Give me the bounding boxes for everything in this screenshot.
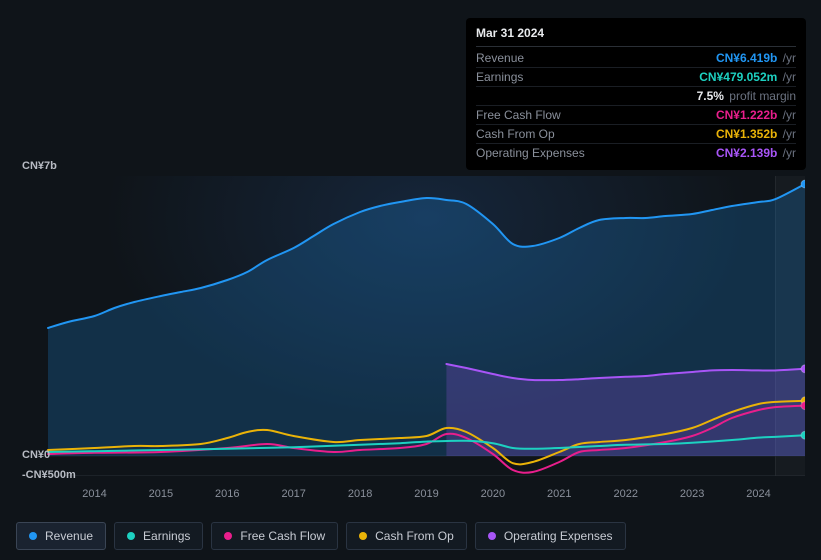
tooltip-row-value: 7.5% bbox=[697, 89, 724, 103]
legend-item-revenue[interactable]: Revenue bbox=[16, 522, 106, 550]
y-axis-max-label: CN¥7b bbox=[22, 160, 57, 172]
x-axis-tick: 2014 bbox=[82, 488, 106, 500]
tooltip-row-suffix: /yr bbox=[779, 127, 796, 141]
tooltip-row-label bbox=[476, 89, 479, 103]
legend-item-operating-expenses[interactable]: Operating Expenses bbox=[475, 522, 626, 550]
legend-dot-icon bbox=[127, 532, 135, 540]
series-end-marker bbox=[801, 180, 805, 188]
data-tooltip: Mar 31 2024 RevenueCN¥6.419b /yrEarnings… bbox=[466, 18, 806, 170]
legend-item-label: Free Cash Flow bbox=[240, 529, 325, 543]
tooltip-row-label: Revenue bbox=[476, 51, 524, 65]
x-axis-tick: 2017 bbox=[281, 488, 305, 500]
legend-item-earnings[interactable]: Earnings bbox=[114, 522, 203, 550]
tooltip-row-label: Cash From Op bbox=[476, 127, 555, 141]
tooltip-row-label: Free Cash Flow bbox=[476, 108, 561, 122]
legend-item-label: Cash From Op bbox=[375, 529, 454, 543]
x-axis-tick: 2020 bbox=[481, 488, 505, 500]
tooltip-row-value: CN¥479.052m bbox=[699, 70, 777, 84]
x-axis-tick: 2019 bbox=[414, 488, 438, 500]
tooltip-row-suffix: profit margin bbox=[726, 89, 796, 103]
y-axis-zero-label: CN¥0 bbox=[22, 449, 50, 461]
x-axis-tick: 2021 bbox=[547, 488, 571, 500]
tooltip-row: Earnings CN¥479.052m /yr bbox=[476, 68, 796, 87]
tooltip-row-suffix: /yr bbox=[779, 146, 796, 160]
series-end-marker bbox=[801, 402, 805, 410]
legend-item-free-cash-flow[interactable]: Free Cash Flow bbox=[211, 522, 338, 550]
x-axis-tick: 2015 bbox=[149, 488, 173, 500]
tooltip-date: Mar 31 2024 bbox=[476, 26, 796, 47]
legend-item-label: Operating Expenses bbox=[504, 529, 613, 543]
tooltip-row: Cash From Op CN¥1.352b /yr bbox=[476, 125, 796, 144]
legend-item-cash-from-op[interactable]: Cash From Op bbox=[346, 522, 467, 550]
tooltip-row: Free Cash Flow CN¥1.222b /yr bbox=[476, 106, 796, 125]
tooltip-row-label: Operating Expenses bbox=[476, 146, 585, 160]
tooltip-row-value: CN¥1.352b bbox=[716, 127, 777, 141]
legend-dot-icon bbox=[29, 532, 37, 540]
legend-dot-icon bbox=[488, 532, 496, 540]
x-axis-tick: 2018 bbox=[348, 488, 372, 500]
x-axis-tick: 2023 bbox=[680, 488, 704, 500]
x-axis-tick: 2024 bbox=[746, 488, 770, 500]
legend-dot-icon bbox=[224, 532, 232, 540]
y-axis-neg-label: -CN¥500m bbox=[22, 469, 76, 481]
financial-chart: CN¥7b CN¥0 -CN¥500m 2014 2015 2016 2017 2018… bbox=[16, 160, 805, 500]
chart-plot-svg bbox=[16, 176, 805, 476]
tooltip-row-label: Earnings bbox=[476, 70, 523, 84]
tooltip-row-suffix: /yr bbox=[779, 51, 796, 65]
tooltip-row: 7.5% profit margin bbox=[476, 87, 796, 106]
tooltip-row: Revenue CN¥6.419b /yr bbox=[476, 49, 796, 68]
tooltip-row-suffix: /yr bbox=[779, 70, 796, 84]
tooltip-row-suffix: /yr bbox=[779, 108, 796, 122]
tooltip-row-value: CN¥1.222b bbox=[716, 108, 777, 122]
chart-legend: Revenue Earnings Free Cash Flow Cash From O… bbox=[16, 522, 626, 550]
series-end-marker bbox=[801, 431, 805, 439]
tooltip-row-value: CN¥2.139b bbox=[716, 146, 777, 160]
series-end-marker bbox=[801, 365, 805, 373]
legend-item-label: Earnings bbox=[143, 529, 190, 543]
legend-item-label: Revenue bbox=[45, 529, 93, 543]
x-axis-tick: 2022 bbox=[613, 488, 637, 500]
x-axis-tick: 2016 bbox=[215, 488, 239, 500]
tooltip-row-value: CN¥6.419b bbox=[716, 51, 777, 65]
legend-dot-icon bbox=[359, 532, 367, 540]
